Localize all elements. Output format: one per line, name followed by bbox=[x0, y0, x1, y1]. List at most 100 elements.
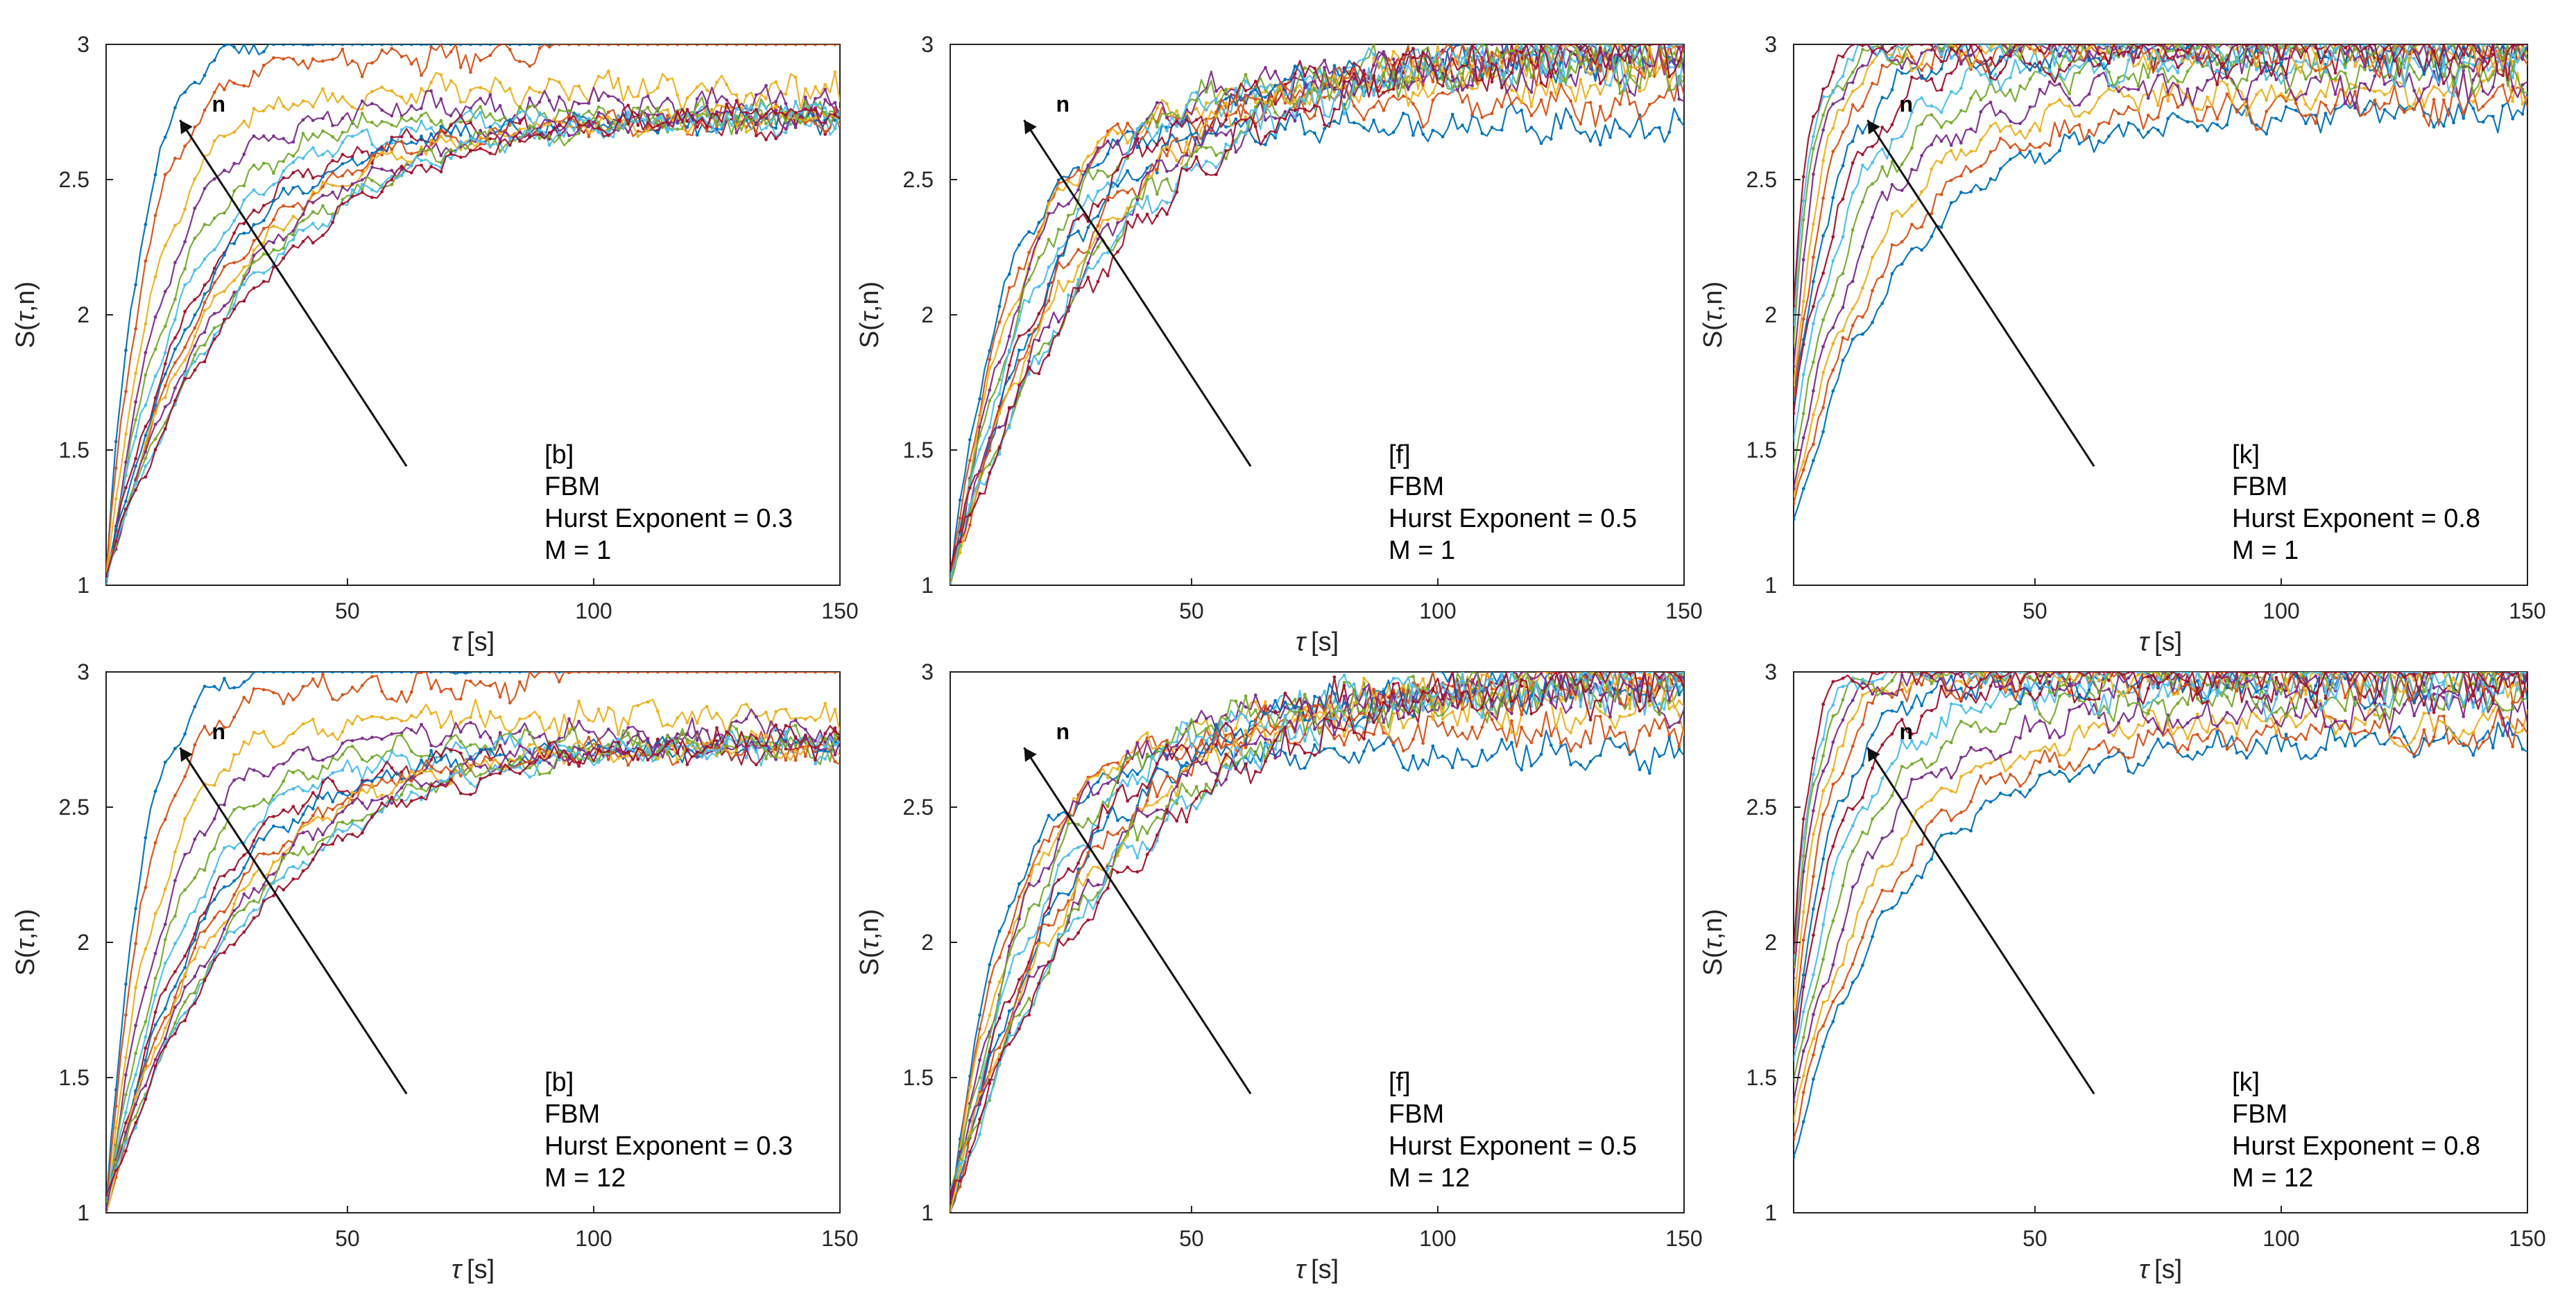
panel-3-series-4-point-21 bbox=[1890, 182, 1894, 187]
panel-3-series-1-point-59 bbox=[2077, 141, 2081, 146]
panel-3-series-3-point-55 bbox=[2058, 98, 2061, 102]
panel-4-series-14-point-51 bbox=[350, 832, 354, 836]
panel-1-series-6-point-85 bbox=[518, 110, 522, 114]
panel-3-series-14-point-145 bbox=[2501, 74, 2505, 78]
panel-4-series-11-point-19 bbox=[193, 974, 197, 978]
panel-3-series-6-point-1 bbox=[1794, 438, 1796, 442]
panel-4-series-2-point-137 bbox=[774, 672, 778, 674]
panel-2-series-13-point-89 bbox=[1382, 84, 1386, 88]
panel-4-series-13-point-65 bbox=[420, 797, 423, 802]
panel-3-series-9-point-85 bbox=[2206, 55, 2209, 60]
panel-1-series-3-point-131 bbox=[744, 94, 748, 98]
panel-5-series-5-point-133 bbox=[1598, 705, 1602, 708]
panel-3-series-6-point-83 bbox=[2195, 60, 2199, 64]
panel-1-series-1-point-53 bbox=[360, 44, 364, 46]
panel-4-series-3-point-137 bbox=[774, 710, 778, 714]
panel-2-series-14-point-125 bbox=[1559, 44, 1563, 46]
panel-4-series-14-point-97 bbox=[577, 760, 581, 764]
panel-2-series-14-point-57 bbox=[1224, 149, 1228, 153]
panel-3-series-6-point-87 bbox=[2215, 69, 2219, 74]
panel-3-series-1-point-17 bbox=[1871, 320, 1875, 325]
panel-2-series-8-point-39 bbox=[1135, 178, 1140, 182]
panel-5-series-4-point-19 bbox=[1037, 879, 1041, 883]
panel-5-series-5-point-9 bbox=[988, 1035, 992, 1039]
panel-3-plot-area bbox=[1793, 44, 2528, 586]
panel-3-series-12-point-13 bbox=[1851, 70, 1855, 74]
panel-1-series-1-point-85 bbox=[518, 44, 522, 46]
panel-1-series-3-point-53 bbox=[360, 107, 364, 111]
panel-3-series-2-point-97 bbox=[2265, 110, 2269, 114]
panel-3-series-13-point-81 bbox=[2186, 56, 2190, 60]
panel-5-series-4-point-127 bbox=[1569, 705, 1573, 709]
panel-2-series-4-point-55 bbox=[1214, 89, 1218, 93]
panel-3-series-13-point-71 bbox=[2136, 44, 2140, 46]
panel-4-series-8-point-21 bbox=[203, 917, 207, 921]
panel-1-series-1-point-29 bbox=[242, 44, 246, 46]
panel-4-series-6-point-83 bbox=[508, 733, 512, 737]
panel-3-series-6-point-29 bbox=[1930, 104, 1934, 108]
panel-1-series-14-point-69 bbox=[439, 170, 443, 174]
panel-5-series-2-point-111 bbox=[1490, 718, 1494, 722]
panel-1-series-10-point-57 bbox=[380, 150, 384, 154]
panel-2-series-6-point-59 bbox=[1234, 87, 1238, 90]
panel-1-series-11-point-101 bbox=[596, 111, 601, 114]
panel-1-series-14-point-19 bbox=[193, 368, 197, 372]
panel-4-series-6-point-85 bbox=[518, 738, 522, 742]
panel-2-series-2-point-23 bbox=[1056, 181, 1061, 185]
panel-2-series-4-point-139 bbox=[1628, 89, 1632, 94]
panel-2-series-5-point-141 bbox=[1638, 86, 1642, 89]
panel-3-series-3-point-89 bbox=[2225, 83, 2229, 87]
panel-5-series-2-point-87 bbox=[1372, 732, 1376, 736]
panel-1-series-3-point-149 bbox=[833, 70, 837, 74]
panel-5-series-2-point-37 bbox=[1126, 760, 1130, 764]
panel-2-series-9-point-103 bbox=[1450, 46, 1454, 51]
panel-2-series-11-point-75 bbox=[1313, 80, 1316, 83]
panel-5-series-3-point-147 bbox=[1667, 707, 1672, 711]
panel-1-series-1-point-77 bbox=[479, 44, 483, 46]
panel-2-series-12-point-19 bbox=[1037, 352, 1041, 356]
panel-3-series-10-point-17 bbox=[1871, 60, 1875, 64]
panel-1-series-11-point-11 bbox=[153, 422, 157, 426]
panel-1-series-14-point-71 bbox=[449, 152, 453, 156]
panel-4-series-13-point-69 bbox=[439, 779, 443, 783]
panel-3-series-14-point-61 bbox=[2087, 44, 2091, 46]
panel-3-series-9-point-119 bbox=[2373, 69, 2377, 73]
panel-2-series-6-point-11 bbox=[997, 392, 1002, 396]
panel-5-series-2-point-107 bbox=[1470, 725, 1475, 729]
panel-1-series-9-point-147 bbox=[823, 130, 827, 134]
panel-3-series-5-point-5 bbox=[1812, 360, 1815, 364]
panel-1-series-2-point-11 bbox=[153, 214, 157, 218]
panel-2-series-12-point-141 bbox=[1638, 63, 1642, 67]
panel-2-series-12-point-51 bbox=[1194, 149, 1199, 153]
panel-1-series-6-point-89 bbox=[538, 111, 542, 115]
panel-3-series-6-point-99 bbox=[2274, 71, 2278, 75]
panel-1-series-3-point-77 bbox=[479, 85, 483, 89]
panel-4-series-11-point-43 bbox=[311, 838, 315, 841]
panel-4-series-12-point-75 bbox=[469, 767, 472, 771]
panel-1-series-9-point-111 bbox=[646, 124, 650, 128]
panel-3-ytick-label-5: 3 bbox=[1764, 32, 1777, 57]
panel-4-series-14-point-131 bbox=[744, 743, 748, 748]
panel-1-series-10-point-13 bbox=[163, 395, 167, 399]
panel-1-series-4-point-77 bbox=[479, 96, 483, 101]
panel-1-series-2-point-75 bbox=[469, 70, 472, 74]
panel-2-series-4-point-31 bbox=[1096, 146, 1100, 150]
panel-3-series-8-point-81 bbox=[2186, 45, 2190, 49]
panel-2-series-11-point-81 bbox=[1342, 95, 1346, 99]
panel-2-series-6-point-63 bbox=[1253, 95, 1257, 98]
panel-1-series-9-point-59 bbox=[390, 148, 394, 152]
panel-1-series-14-point-9 bbox=[144, 475, 148, 479]
panel-1-series-4-point-59 bbox=[390, 114, 394, 118]
panel-4-series-10-point-105 bbox=[617, 756, 620, 760]
panel-3-series-9-point-41 bbox=[1989, 62, 1993, 67]
panel-3-series-2-point-15 bbox=[1861, 315, 1864, 319]
panel-4-series-8-point-147 bbox=[823, 749, 827, 753]
panel-1-series-14-point-139 bbox=[784, 113, 788, 117]
panel-4-series-6-point-27 bbox=[232, 846, 237, 850]
panel-3-series-3-point-1 bbox=[1794, 494, 1796, 498]
panel-4-series-2-point-81 bbox=[498, 695, 502, 699]
panel-3-series-6-point-47 bbox=[2018, 71, 2023, 74]
panel-4-series-10-point-65 bbox=[420, 769, 423, 773]
panel-4-series-4-point-107 bbox=[626, 725, 630, 729]
